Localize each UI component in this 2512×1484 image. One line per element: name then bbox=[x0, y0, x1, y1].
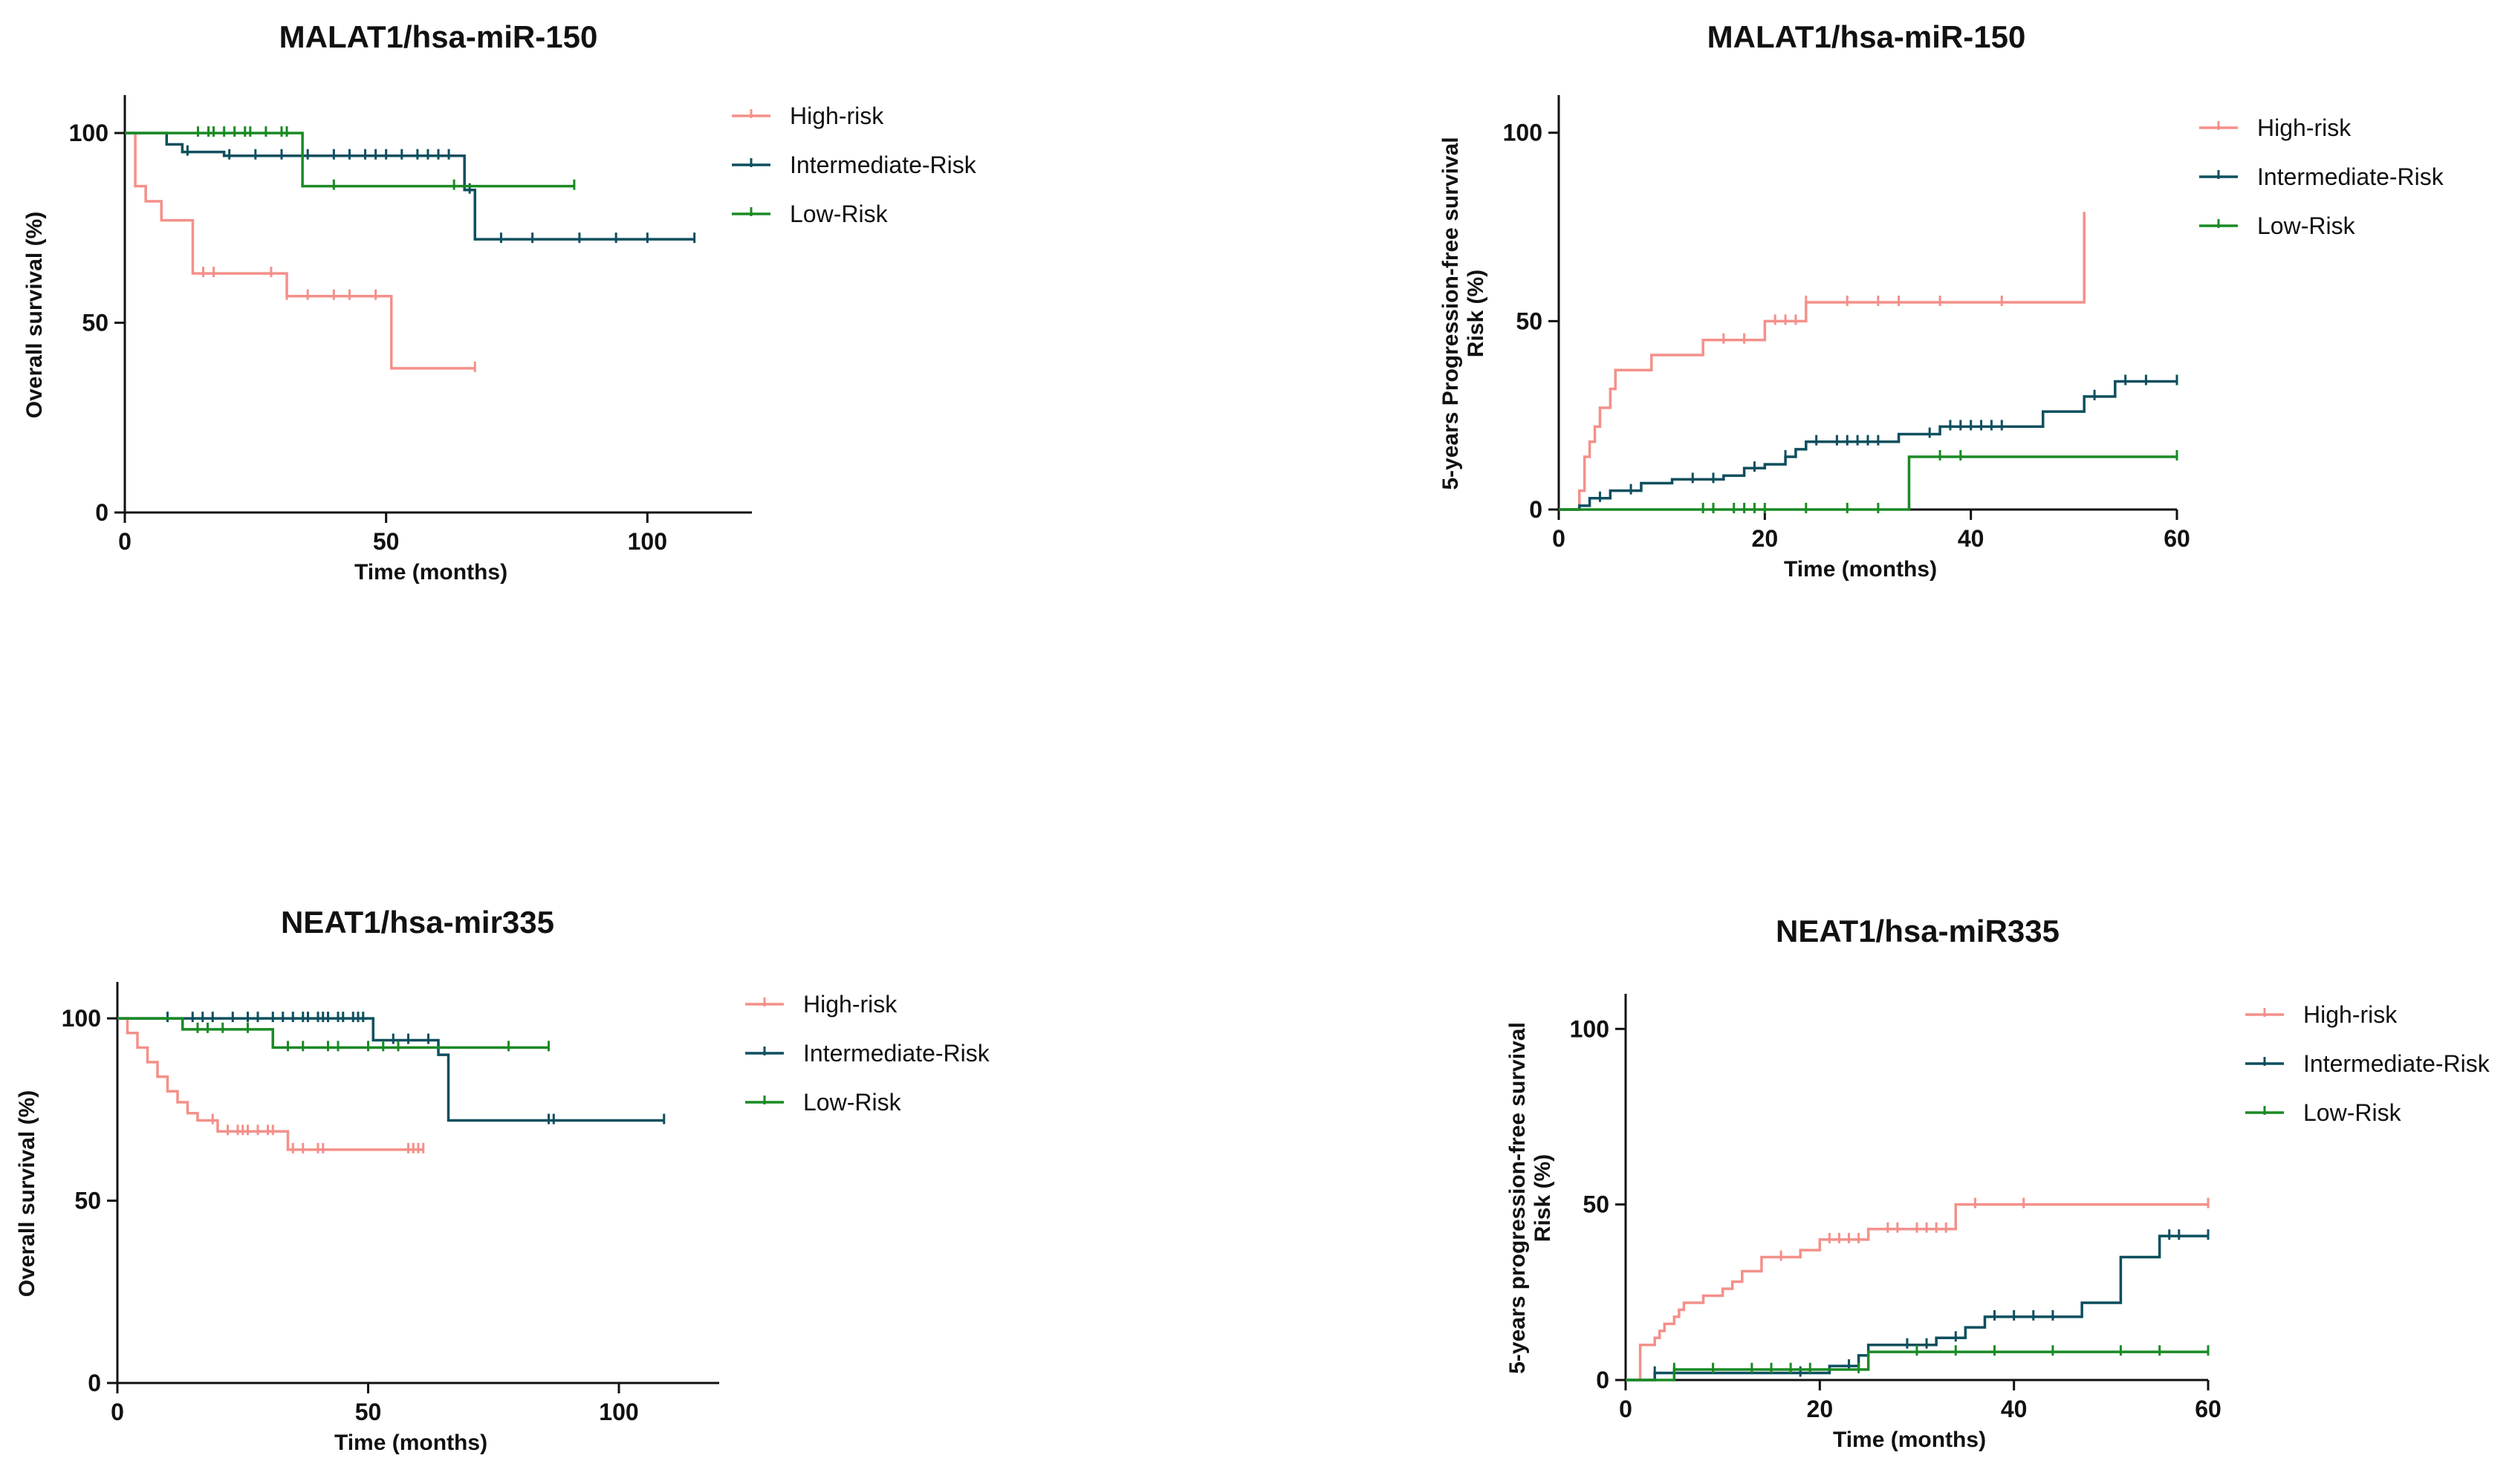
y-tick-label: 100 bbox=[1570, 1015, 1609, 1042]
legend-label: Low-Risk bbox=[2303, 1099, 2402, 1126]
y-axis-label: 5-years Progression-free survival bbox=[1438, 137, 1463, 489]
series-high-risk: High-risk bbox=[117, 991, 898, 1153]
y-tick-label: 50 bbox=[1516, 307, 1542, 334]
x-tick-label: 100 bbox=[599, 1399, 638, 1425]
chart-neat1-progression-free-risk: NEAT1/hsa-miR335 0 50 100 0 20 40 60 Time (month… bbox=[1505, 914, 2490, 1452]
survival-step-line bbox=[117, 1017, 664, 1122]
x-tick-label: 40 bbox=[1958, 525, 1984, 552]
series-low-risk: Low-Risk bbox=[1559, 212, 2356, 513]
survival-step-line bbox=[1626, 1203, 2208, 1382]
series-high-risk: High-risk bbox=[125, 102, 884, 372]
y-tick-label: 0 bbox=[1529, 496, 1542, 523]
y-tick-label: 50 bbox=[74, 1188, 101, 1214]
y-tick-label: 100 bbox=[62, 1005, 101, 1032]
survival-step-line bbox=[125, 131, 574, 188]
x-tick-label: 100 bbox=[628, 528, 667, 555]
legend-label: Intermediate-Risk bbox=[2257, 163, 2444, 190]
legend-label: High-risk bbox=[2303, 1001, 2398, 1028]
series-intermediate-risk: Intermediate-Risk bbox=[1559, 163, 2444, 511]
survival-step-line bbox=[1559, 212, 2086, 511]
survival-step-line bbox=[1626, 1234, 2208, 1382]
legend-label: Low-Risk bbox=[803, 1089, 902, 1116]
chart-malat1-progression-free-risk: MALAT1/hsa-miR-150 0 50 100 0 20 40 60 Time (mon… bbox=[1438, 19, 2444, 582]
chart-title: MALAT1/hsa-miR-150 bbox=[1707, 19, 2026, 54]
y-axis-label: Risk (%) bbox=[1531, 1154, 1555, 1242]
legend-label: Low-Risk bbox=[790, 201, 889, 227]
legend-label: High-risk bbox=[803, 991, 898, 1018]
legend-label: Intermediate-Risk bbox=[803, 1040, 990, 1067]
x-tick-label: 20 bbox=[1807, 1396, 1834, 1422]
x-tick-label: 0 bbox=[1552, 525, 1565, 552]
y-tick-label: 0 bbox=[95, 499, 108, 526]
legend-label: Intermediate-Risk bbox=[790, 152, 977, 178]
y-tick-label: 0 bbox=[88, 1370, 101, 1396]
series-low-risk: Low-Risk bbox=[125, 126, 889, 227]
x-axis-label: Time (months) bbox=[1833, 1428, 1986, 1452]
y-tick-label: 50 bbox=[1583, 1191, 1609, 1218]
legend-label: Intermediate-Risk bbox=[2303, 1050, 2490, 1077]
x-tick-label: 60 bbox=[2164, 525, 2190, 552]
y-axis-label: 5-years progression-free survival bbox=[1505, 1022, 1530, 1374]
survival-step-line bbox=[1559, 380, 2177, 511]
chart-title: NEAT1/hsa-miR335 bbox=[1776, 914, 2060, 948]
x-tick-label: 0 bbox=[118, 528, 132, 555]
x-tick-label: 0 bbox=[111, 1399, 124, 1425]
y-tick-label: 100 bbox=[1503, 120, 1542, 146]
y-axis-label: Risk (%) bbox=[1464, 270, 1488, 357]
chart-neat1-overall-survival: NEAT1/hsa-mir335 0 50 100 0 50 100 Time (months… bbox=[15, 905, 990, 1455]
series-high-risk: High-risk bbox=[1626, 1001, 2398, 1382]
series-low-risk: Low-Risk bbox=[117, 1017, 902, 1116]
chart-title: NEAT1/hsa-mir335 bbox=[281, 905, 554, 940]
y-tick-label: 50 bbox=[82, 310, 108, 336]
x-tick-label: 50 bbox=[355, 1399, 382, 1425]
series-intermediate-risk: Intermediate-Risk bbox=[125, 131, 977, 244]
x-tick-label: 60 bbox=[2195, 1396, 2221, 1422]
legend-label: High-risk bbox=[2257, 114, 2352, 141]
x-axis-label: Time (months) bbox=[354, 560, 507, 585]
y-tick-label: 100 bbox=[69, 120, 108, 146]
chart-title: MALAT1/hsa-miR-150 bbox=[279, 19, 598, 54]
series-high-risk: High-risk bbox=[1559, 114, 2352, 511]
survival-step-line bbox=[125, 131, 695, 241]
chart-malat1-overall-survival: MALAT1/hsa-miR-150 0 50 100 0 50 100 Time (mont… bbox=[22, 19, 977, 585]
x-tick-label: 20 bbox=[1752, 525, 1779, 552]
survival-step-line bbox=[117, 1017, 549, 1049]
survival-step-line bbox=[117, 1017, 423, 1151]
y-tick-label: 0 bbox=[1596, 1367, 1609, 1393]
x-axis-label: Time (months) bbox=[334, 1431, 487, 1455]
x-tick-label: 0 bbox=[1619, 1396, 1632, 1422]
legend-label: High-risk bbox=[790, 102, 884, 129]
y-axis-label: Overall survival (%) bbox=[22, 212, 47, 418]
x-tick-label: 50 bbox=[373, 528, 400, 555]
legend-label: Low-Risk bbox=[2257, 212, 2356, 239]
y-axis-label: Overall survival (%) bbox=[15, 1090, 39, 1297]
x-tick-label: 40 bbox=[2001, 1396, 2028, 1422]
x-axis-label: Time (months) bbox=[1784, 557, 1937, 582]
survival-step-line bbox=[125, 131, 476, 370]
series-low-risk: Low-Risk bbox=[1626, 1099, 2402, 1382]
